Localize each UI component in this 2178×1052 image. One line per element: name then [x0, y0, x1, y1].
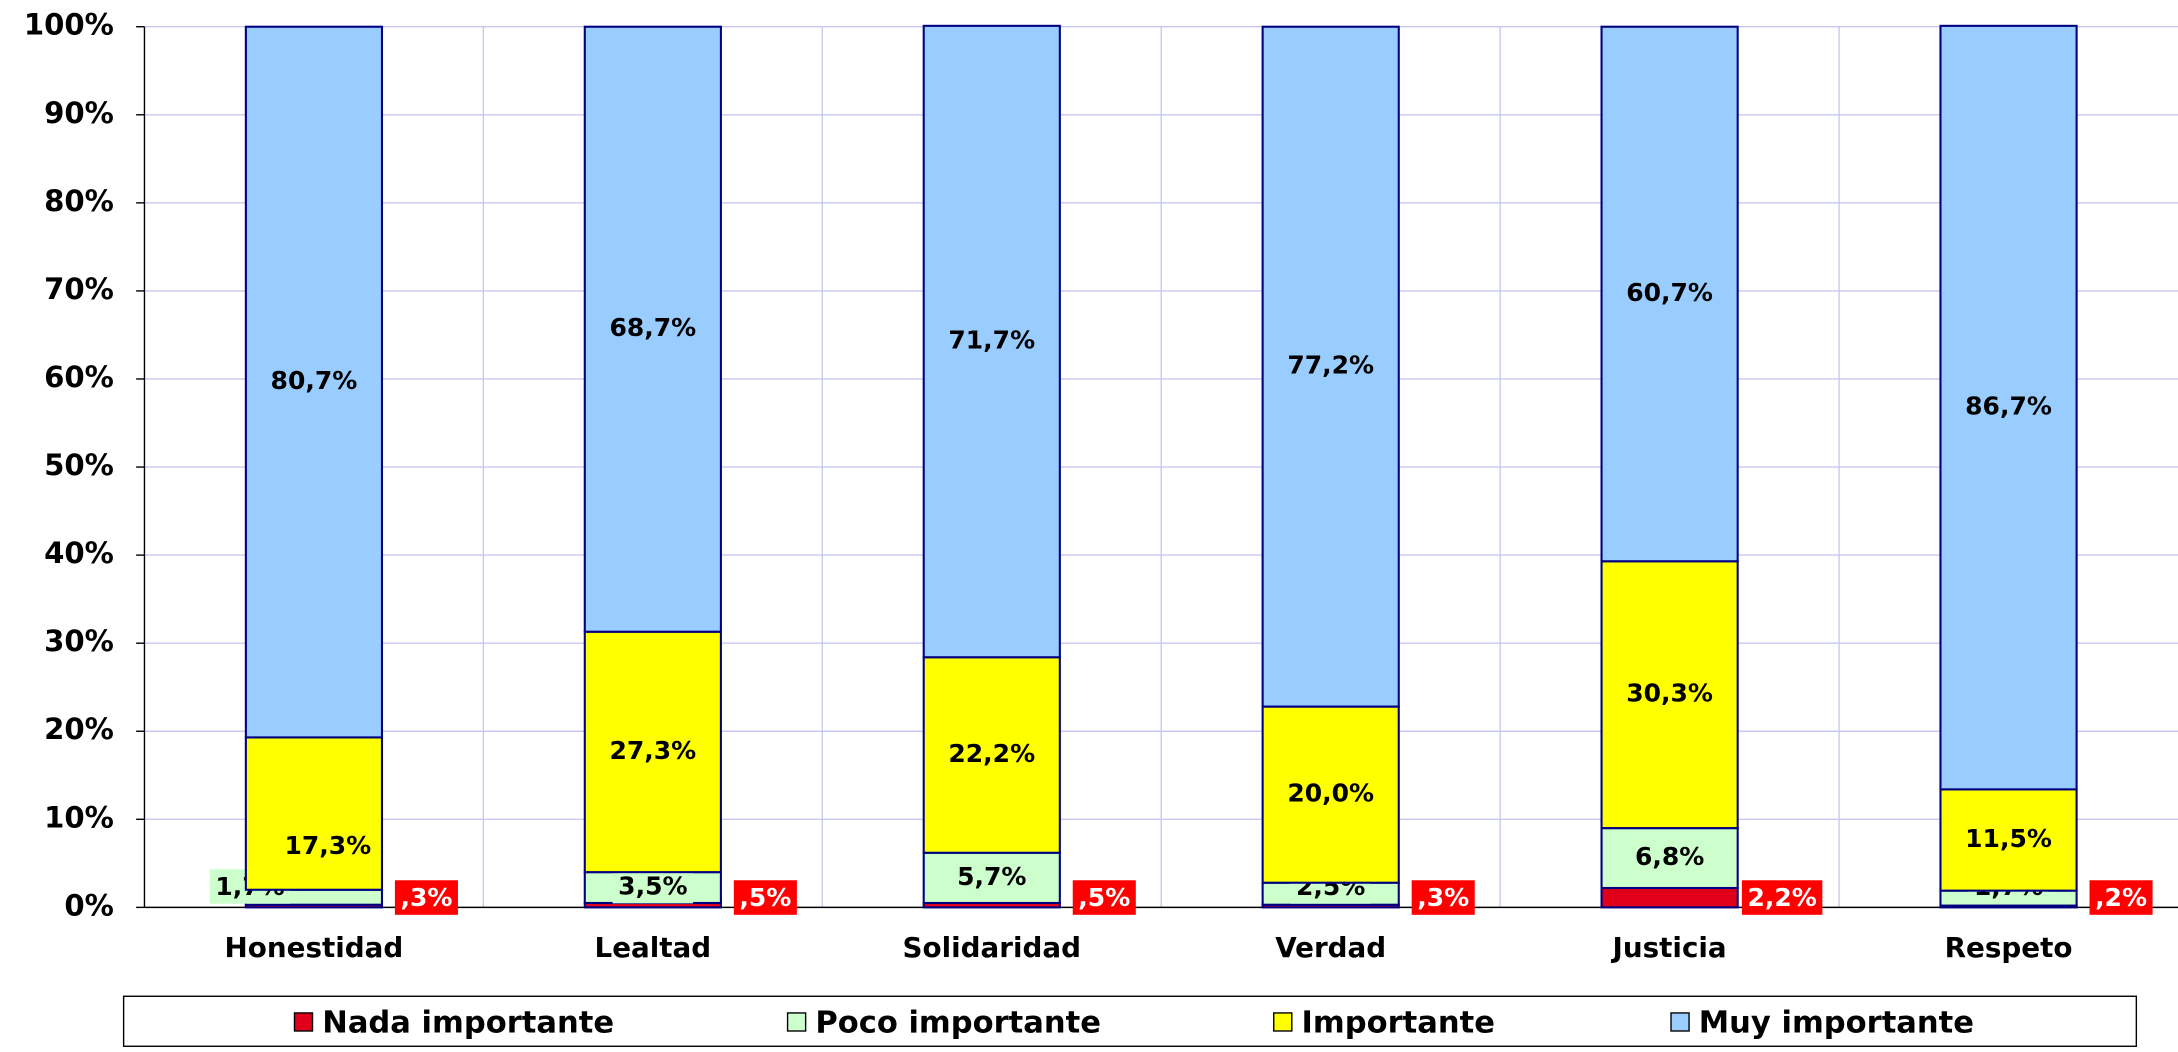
data-label: 60,7% — [1626, 278, 1713, 307]
data-label-bg — [612, 868, 694, 904]
data-label: 11,5% — [1965, 824, 2052, 853]
data-label: 2,2% — [1747, 883, 1816, 912]
x-tick-label: Verdad — [1275, 931, 1386, 964]
data-label-bg — [1741, 880, 1823, 915]
y-tick-label: 100% — [24, 8, 114, 42]
legend-label: Muy importante — [1699, 1006, 1974, 1041]
bar-segment — [583, 25, 722, 633]
legend-swatch — [1273, 1012, 1293, 1032]
bar-segment — [1600, 560, 1739, 830]
y-tick-label: 80% — [44, 184, 114, 218]
x-tick-label: Solidaridad — [903, 931, 1081, 964]
legend-label: Importante — [1302, 1006, 1495, 1041]
y-tick-label: 10% — [44, 800, 114, 834]
data-label: ,5% — [1078, 883, 1130, 912]
bar-segment — [1261, 705, 1400, 884]
data-label-bg — [2089, 880, 2153, 915]
y-tick-label: 0% — [64, 888, 114, 922]
data-label-bg — [1629, 839, 1710, 874]
data-label: ,3% — [400, 883, 452, 912]
legend-swatch — [1670, 1012, 1690, 1032]
data-label-bg — [951, 859, 1032, 894]
bar-segment — [922, 24, 1061, 659]
x-tick-label: Justicia — [1611, 931, 1727, 964]
y-tick-label: 70% — [44, 272, 114, 306]
data-label-bg — [394, 880, 458, 915]
bar-segment — [583, 630, 722, 874]
data-label: ,5% — [739, 883, 791, 912]
y-tick-label: 40% — [44, 536, 114, 570]
data-label: 5,7% — [957, 862, 1026, 891]
data-label: 30,3% — [1626, 679, 1713, 708]
data-label-bg — [1411, 880, 1475, 915]
bar-segment — [244, 25, 384, 739]
data-label: 17,3% — [284, 831, 371, 860]
data-label: 80,7% — [271, 366, 358, 395]
y-tick-label: 20% — [44, 712, 114, 746]
y-tick-label: 60% — [44, 360, 114, 394]
data-label: 77,2% — [1287, 351, 1374, 380]
bar-segment — [1600, 25, 1739, 563]
data-label: 27,3% — [609, 736, 696, 765]
legend-box — [122, 995, 2138, 1047]
bar-segment — [1939, 24, 2078, 791]
data-label: ,3% — [1417, 883, 1469, 912]
legend-label: Poco importante — [815, 1006, 1101, 1041]
data-label: 71,7% — [948, 326, 1035, 355]
bar-segment — [1261, 25, 1400, 708]
bar-segment — [244, 736, 384, 891]
data-label: ,2% — [2095, 883, 2147, 912]
bar-segment — [922, 656, 1061, 854]
bar-segment — [1939, 788, 2078, 892]
legend-label: Nada importante — [322, 1006, 614, 1041]
data-label: 6,8% — [1635, 842, 1704, 871]
legend-swatch — [786, 1012, 807, 1032]
data-label: 22,2% — [948, 739, 1035, 768]
y-tick-label: 30% — [44, 624, 114, 658]
x-tick-label: Lealtad — [595, 931, 712, 964]
data-label: 20,0% — [1287, 779, 1374, 808]
y-tick-label: 50% — [44, 448, 114, 482]
data-label: 68,7% — [609, 313, 696, 342]
x-tick-label: Respeto — [1945, 931, 2073, 964]
data-label: 3,5% — [618, 872, 687, 901]
x-tick-label: Honestidad — [225, 931, 404, 964]
legend-swatch — [293, 1012, 314, 1032]
bar-segment — [1600, 886, 1739, 909]
data-label: 86,7% — [1965, 392, 2052, 421]
data-label-bg — [1072, 880, 1136, 915]
data-label-bg — [733, 880, 797, 915]
y-tick-label: 90% — [44, 96, 114, 130]
